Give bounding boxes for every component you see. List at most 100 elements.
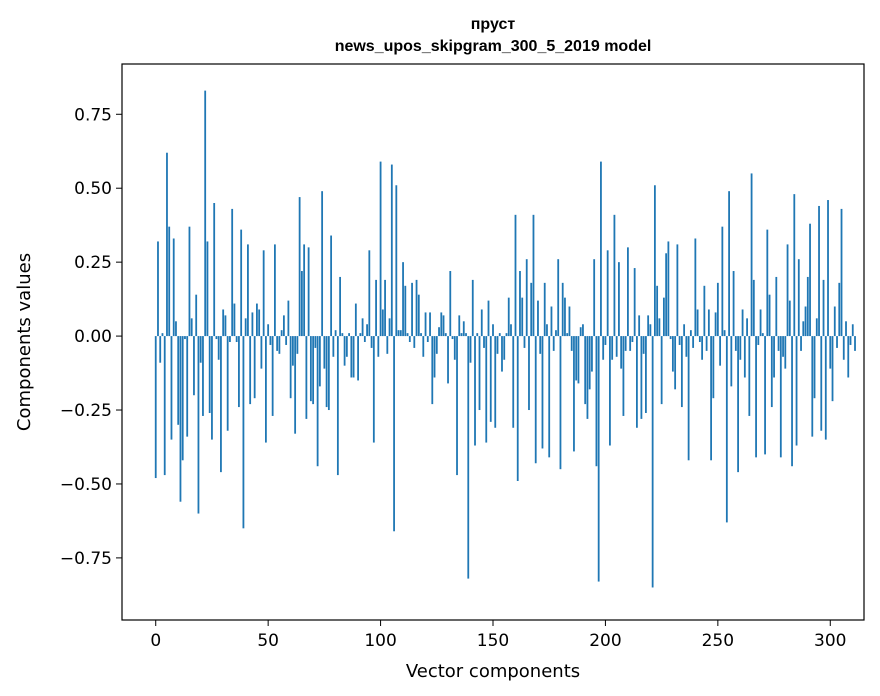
bar-component-240	[694, 238, 697, 337]
bar-component-230	[671, 336, 674, 372]
bar-component-92	[361, 318, 364, 337]
bar-component-207	[620, 336, 623, 369]
bar-component-263	[746, 318, 748, 337]
bar-component-40	[244, 318, 247, 337]
bar-component-175	[548, 336, 551, 458]
bar-component-258	[734, 336, 737, 351]
bar-component-51	[269, 336, 272, 345]
bar-component-215	[638, 315, 641, 337]
bar-component-198	[600, 161, 602, 337]
bar-component-44	[253, 336, 256, 399]
y-tick-label: 0.25	[74, 253, 112, 273]
bar-component-166	[528, 336, 530, 411]
x-tick-label: 250	[702, 631, 734, 651]
x-axis-label: Vector components	[406, 661, 580, 682]
bar-component-217	[642, 336, 645, 354]
bar-component-2	[159, 336, 162, 363]
bar-component-241	[696, 309, 699, 337]
bar-component-197	[597, 336, 600, 582]
bar-component-55	[278, 336, 281, 354]
x-tick-label: 0	[150, 631, 161, 651]
bar-component-234	[680, 336, 683, 408]
bar-component-284	[793, 194, 796, 337]
bar-component-275	[773, 336, 775, 378]
bar-component-297	[822, 279, 825, 337]
bar-component-305	[840, 208, 843, 337]
bar-component-184	[568, 306, 571, 337]
bar-component-117	[417, 294, 420, 337]
bar-component-54	[276, 336, 279, 351]
bar-component-104	[388, 318, 391, 337]
bar-component-238	[689, 330, 692, 337]
bar-component-37	[238, 336, 240, 408]
bar-component-209	[624, 336, 627, 351]
bar-component-251	[719, 336, 721, 366]
bar-component-64	[298, 197, 301, 337]
bar-component-181	[561, 282, 564, 337]
bar-component-189	[579, 327, 582, 337]
bar-component-32	[226, 336, 229, 431]
bar-component-306	[842, 336, 845, 360]
bar-component-286	[797, 259, 800, 337]
bar-component-19	[197, 336, 200, 514]
bar-component-280	[784, 336, 787, 369]
bar-component-154	[501, 336, 503, 372]
bar-component-235	[683, 324, 686, 337]
bar-component-75	[323, 336, 326, 369]
bar-component-137	[462, 321, 465, 337]
bar-component-97	[372, 336, 375, 443]
bar-component-89	[354, 303, 357, 337]
bar-component-141	[471, 279, 474, 337]
bar-component-39	[242, 336, 245, 529]
bar-component-23	[206, 241, 209, 337]
bar-component-100	[379, 161, 382, 337]
bar-component-67	[305, 336, 308, 419]
bar-component-228	[667, 241, 670, 337]
bar-component-219	[647, 315, 650, 337]
bar-component-253	[723, 330, 726, 337]
bar-component-211	[629, 336, 632, 351]
bar-component-78	[330, 235, 333, 337]
bar-component-46	[258, 309, 261, 337]
bar-component-255	[728, 191, 730, 337]
bar-component-269	[759, 309, 762, 337]
bar-component-80	[334, 330, 337, 337]
bar-component-213	[633, 268, 636, 337]
bar-component-50	[267, 324, 270, 337]
bar-component-59	[287, 300, 290, 337]
bar-component-156	[505, 333, 508, 337]
bar-component-193	[588, 336, 591, 390]
bar-component-203	[611, 336, 614, 360]
bar-component-168	[532, 214, 535, 337]
bar-component-45	[256, 303, 258, 337]
bar-component-288	[802, 321, 805, 337]
bar-component-108	[397, 330, 400, 337]
bar-component-199	[602, 336, 605, 360]
bar-component-112	[406, 333, 409, 337]
bar-component-103	[386, 336, 389, 354]
bar-component-201	[606, 250, 609, 337]
y-tick-label: 0.00	[74, 327, 112, 347]
bar-component-101	[381, 309, 384, 337]
bar-component-208	[622, 336, 625, 416]
bar-component-178	[555, 330, 557, 337]
bar-component-49	[265, 336, 267, 443]
bar-component-142	[474, 336, 476, 446]
bar-component-43	[251, 312, 254, 337]
bar-component-30	[222, 309, 225, 337]
bar-component-248	[712, 336, 715, 399]
bar-component-0	[154, 336, 157, 479]
bar-component-27	[215, 336, 218, 340]
bar-component-246	[707, 309, 710, 337]
bar-component-66	[303, 244, 306, 337]
bar-component-151	[494, 336, 497, 428]
bar-component-155	[503, 336, 506, 360]
bar-component-233	[678, 336, 681, 345]
bar-component-231	[674, 336, 677, 390]
bar-component-274	[770, 336, 773, 408]
bar-component-159	[512, 336, 515, 428]
bar-component-195	[593, 259, 596, 337]
bar-component-65	[300, 271, 303, 337]
bar-component-196	[595, 336, 598, 467]
bar-component-182	[564, 297, 566, 337]
